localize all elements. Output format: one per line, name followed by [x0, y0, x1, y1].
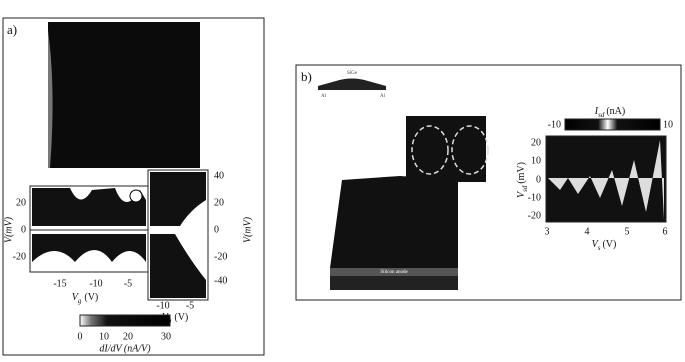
- colorbar-tick-label: -10: [548, 119, 561, 130]
- y-axis-label: V(mV): [3, 216, 14, 243]
- image-region: [548, 140, 664, 220]
- y-tick-label: -10: [528, 192, 541, 203]
- image-shading: [48, 30, 53, 168]
- device-layer: [330, 276, 458, 290]
- panel-label: a): [7, 22, 17, 37]
- x-axis-label: Vs (V): [592, 239, 617, 251]
- colorbar-tick-label: 20: [123, 331, 133, 342]
- label-unit: (nA): [606, 106, 625, 117]
- y-tick-label: -20: [214, 251, 227, 262]
- colorbar: [564, 118, 661, 131]
- y-tick-label: 0: [214, 224, 219, 235]
- device-label: Silicon anode: [380, 270, 408, 275]
- y-tick-label: 20: [16, 197, 26, 208]
- inset-marker: [129, 189, 143, 203]
- dot-outline: [411, 125, 449, 175]
- x-tick-label: 3: [545, 226, 550, 237]
- device-label: SiGe: [347, 71, 358, 76]
- y-tick-label: 20: [531, 137, 541, 148]
- device-label: Al: [380, 94, 386, 99]
- panel-b: b) Al SiGe Al Silicon anode Isd (nA) -10 …: [295, 64, 682, 301]
- colorbar: [79, 314, 171, 327]
- colorbar-tick-label: 0: [78, 331, 83, 342]
- x-tick-label: 6: [663, 226, 668, 237]
- y-tick-label: -20: [13, 251, 26, 262]
- image-sem-inset: [406, 116, 486, 182]
- image-region: [32, 188, 146, 226]
- label-main: I: [594, 106, 599, 117]
- label-unit: (V): [174, 312, 188, 323]
- inset-marker: [196, 175, 204, 183]
- device-label: Al: [321, 94, 327, 99]
- panel-label: b): [301, 69, 312, 84]
- x-tick-label: -10: [156, 300, 169, 311]
- colorbar-label: dI/dV (nA/V): [99, 343, 151, 354]
- x-axis-label: Vg(V): [72, 292, 99, 304]
- image-region: [32, 234, 146, 262]
- panel-frame: [295, 64, 682, 301]
- x-tick-label: -5: [186, 300, 194, 311]
- colorbar-tick-label: 10: [663, 119, 673, 130]
- panel-frame: [2, 17, 265, 356]
- x-tick-label: -15: [53, 278, 66, 289]
- label-unit: (mV): [516, 162, 527, 184]
- label-main: V: [516, 190, 527, 198]
- label-main: V: [72, 292, 80, 303]
- y-axis-label: Vsd(mV): [516, 162, 528, 198]
- image-3d-map: [48, 22, 200, 168]
- y-tick-label: 40: [214, 170, 224, 181]
- y-tick-label: -20: [528, 210, 541, 221]
- x-tick-label: 5: [625, 226, 630, 237]
- x-tick-label: -10: [89, 278, 102, 289]
- image-device-3d: [330, 176, 458, 268]
- colorbar-tick-label: 10: [99, 331, 109, 342]
- image-region: [150, 172, 206, 226]
- label-sub: g: [78, 297, 82, 305]
- y-axis-label: V(mV): [242, 216, 253, 243]
- label-unit: (V): [602, 239, 616, 250]
- panel-a: a) 20 0 -20 V(mV) -15 -10 -5 Vg (V) 40 20…: [2, 17, 265, 356]
- image-region: [150, 234, 206, 298]
- label-sub: sd: [598, 111, 605, 119]
- device-sketch: [318, 78, 386, 90]
- x-tick-label: -5: [124, 278, 132, 289]
- y-tick-label: -40: [214, 275, 227, 286]
- device-layer: [330, 268, 458, 276]
- label-sub: sd: [521, 185, 529, 192]
- dot-outline: [451, 125, 489, 175]
- colorbar-label: Isd (nA): [594, 106, 625, 118]
- label-unit: (V): [84, 292, 98, 303]
- y-tick-label: 10: [531, 155, 541, 166]
- label-main: V: [592, 239, 600, 250]
- colorbar-tick-label: 30: [161, 331, 171, 342]
- y-tick-label: 0: [536, 174, 541, 185]
- label-sub: s: [598, 244, 601, 252]
- y-tick-label: 20: [214, 197, 224, 208]
- x-tick-label: 4: [585, 226, 590, 237]
- y-tick-label: 0: [21, 224, 26, 235]
